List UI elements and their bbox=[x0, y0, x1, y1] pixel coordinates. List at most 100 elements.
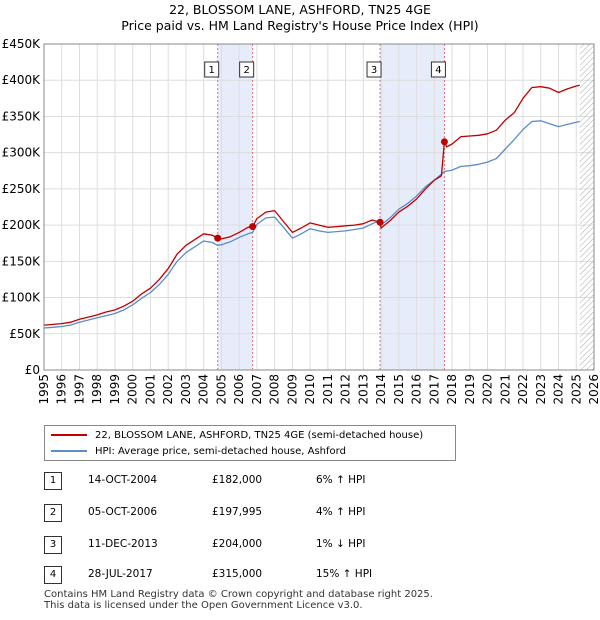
y-tick-label: £50K bbox=[9, 327, 41, 341]
sale-hpi-delta: 4% ↑ HPI bbox=[316, 506, 366, 518]
legend-label-hpi: HPI: Average price, semi-detached house,… bbox=[95, 445, 346, 457]
x-tick-label: 2006 bbox=[232, 374, 246, 405]
y-tick-label: £400K bbox=[2, 73, 42, 87]
x-tick-label: 1997 bbox=[72, 374, 86, 405]
sale-number-badge: 3 bbox=[44, 536, 62, 554]
x-tick-label: 2022 bbox=[516, 374, 530, 405]
x-tick-label: 1999 bbox=[108, 374, 122, 405]
future-hatch-area bbox=[579, 44, 594, 370]
chart-title-line-2: Price paid vs. HM Land Registry's House … bbox=[121, 18, 479, 33]
x-tick-label: 2009 bbox=[285, 374, 299, 405]
footer-line-1: Contains HM Land Registry data © Crown c… bbox=[44, 589, 433, 600]
y-tick-label: £250K bbox=[2, 182, 42, 196]
sale-marker-box-frame bbox=[430, 61, 446, 78]
legend-swatch-property bbox=[51, 434, 87, 436]
x-tick-label: 2014 bbox=[374, 374, 388, 405]
sale-marker-box: 4 bbox=[430, 61, 446, 78]
sale-row: 3 11-DEC-2013 £204,000 1% ↓ HPI bbox=[44, 536, 444, 554]
future-hatch-layer bbox=[579, 44, 594, 370]
x-tick-label: 2004 bbox=[197, 374, 211, 405]
y-tick-label: £450K bbox=[2, 37, 42, 51]
x-tick-label: 2018 bbox=[445, 374, 459, 405]
sale-marker-number: 1 bbox=[209, 65, 215, 76]
sale-point bbox=[214, 234, 222, 242]
sale-price: £204,000 bbox=[212, 538, 263, 550]
legend: 22, BLOSSOM LANE, ASHFORD, TN25 4GE (sem… bbox=[44, 425, 456, 461]
x-tick-label: 2000 bbox=[126, 374, 140, 405]
y-tick-label: £0 bbox=[25, 363, 40, 377]
y-tick-label: £300K bbox=[2, 146, 42, 160]
sale-marker-number: 4 bbox=[435, 65, 441, 76]
x-tick-label: 2002 bbox=[161, 374, 175, 405]
sale-number-badge: 4 bbox=[44, 566, 62, 584]
series-layer bbox=[43, 84, 580, 329]
sale-marker-number: 2 bbox=[243, 65, 249, 76]
y-tick-label: £150K bbox=[2, 254, 42, 268]
sale-number-badge: 1 bbox=[44, 472, 62, 490]
x-tick-label: 2023 bbox=[534, 374, 548, 405]
sale-hpi-delta: 1% ↓ HPI bbox=[316, 538, 366, 550]
sale-date: 05-OCT-2006 bbox=[88, 506, 157, 518]
x-tick-label: 2017 bbox=[427, 374, 441, 405]
shaded-period bbox=[217, 44, 253, 370]
sale-point bbox=[249, 223, 257, 231]
y-axis-tick-labels: £0 £50K £100K £150K £200K £250K £300K £350K £400… bbox=[2, 37, 42, 377]
x-tick-label: 2025 bbox=[569, 374, 583, 405]
sale-date: 28-JUL-2017 bbox=[88, 568, 153, 580]
x-tick-label: 1998 bbox=[90, 374, 104, 405]
sale-marker-box-frame bbox=[366, 61, 382, 78]
x-tick-label: 2012 bbox=[339, 374, 353, 405]
x-tick-label: 2024 bbox=[552, 374, 566, 405]
x-tick-label: 1995 bbox=[37, 374, 51, 405]
x-tick-label: 2011 bbox=[321, 374, 335, 405]
shaded-period bbox=[380, 44, 445, 370]
x-tick-label: 2013 bbox=[356, 374, 370, 405]
sale-marker-box-frame bbox=[204, 61, 220, 78]
sale-hpi-delta: 15% ↑ HPI bbox=[316, 568, 373, 580]
x-tick-label: 2021 bbox=[498, 374, 512, 405]
sale-date: 14-OCT-2004 bbox=[88, 474, 157, 486]
sale-marker-box-frame bbox=[239, 61, 255, 78]
x-tick-label: 2020 bbox=[481, 374, 495, 405]
sale-price: £315,000 bbox=[212, 568, 263, 580]
x-tick-label: 2019 bbox=[463, 374, 477, 405]
series-line-hpi bbox=[43, 120, 580, 329]
x-tick-label: 1996 bbox=[55, 374, 69, 405]
x-tick-label: 2010 bbox=[303, 374, 317, 405]
sale-hpi-delta: 6% ↑ HPI bbox=[316, 474, 366, 486]
sale-marker-number: 3 bbox=[371, 65, 377, 76]
x-tick-label: 2008 bbox=[268, 374, 282, 405]
chart-title-line-1: 22, BLOSSOM LANE, ASHFORD, TN25 4GE bbox=[169, 2, 431, 17]
x-axis-tick-labels: 1995 1996 1997 1998 1999 2000 2001 2002 2003 2004… bbox=[37, 374, 600, 405]
x-tick-label: 2026 bbox=[587, 374, 600, 405]
sale-price: £197,995 bbox=[212, 506, 263, 518]
sale-points-layer bbox=[214, 138, 448, 242]
legend-label-property: 22, BLOSSOM LANE, ASHFORD, TN25 4GE (sem… bbox=[95, 429, 424, 441]
sale-marker-box: 3 bbox=[366, 61, 382, 78]
x-tick-label: 2005 bbox=[214, 374, 228, 405]
y-tick-label: £200K bbox=[2, 218, 42, 232]
grid-layer bbox=[43, 43, 595, 371]
sale-marker-box: 1 bbox=[204, 61, 220, 78]
price-chart: 1 2 3 4 £0 £50K £100K £150K £200K £250K £300K £350… bbox=[2, 37, 600, 405]
legend-item-hpi: HPI: Average price, semi-detached house,… bbox=[51, 443, 346, 459]
x-tick-label: 2001 bbox=[143, 374, 157, 405]
sale-row: 1 14-OCT-2004 £182,000 6% ↑ HPI bbox=[44, 472, 444, 490]
chart-title: 22, BLOSSOM LANE, ASHFORD, TN25 4GE Pric… bbox=[0, 2, 600, 34]
footer-line-2: This data is licensed under the Open Gov… bbox=[44, 600, 363, 611]
y-tick-label: £100K bbox=[2, 291, 42, 305]
legend-swatch-hpi bbox=[51, 450, 87, 452]
x-tick-label: 2003 bbox=[179, 374, 193, 405]
sale-date: 11-DEC-2013 bbox=[88, 538, 158, 550]
x-tick-label: 2016 bbox=[410, 374, 424, 405]
series-line-property bbox=[43, 84, 580, 326]
sale-price: £182,000 bbox=[212, 474, 263, 486]
sale-marker-box: 2 bbox=[239, 61, 255, 78]
footer-attribution: Contains HM Land Registry data © Crown c… bbox=[44, 589, 433, 611]
x-tick-label: 2007 bbox=[250, 374, 264, 405]
legend-item-property: 22, BLOSSOM LANE, ASHFORD, TN25 4GE (sem… bbox=[51, 427, 423, 443]
y-tick-label: £350K bbox=[2, 109, 42, 123]
sale-number-badge: 2 bbox=[44, 504, 62, 522]
shaded-periods-layer bbox=[217, 44, 445, 370]
sale-row: 4 28-JUL-2017 £315,000 15% ↑ HPI bbox=[44, 566, 444, 584]
